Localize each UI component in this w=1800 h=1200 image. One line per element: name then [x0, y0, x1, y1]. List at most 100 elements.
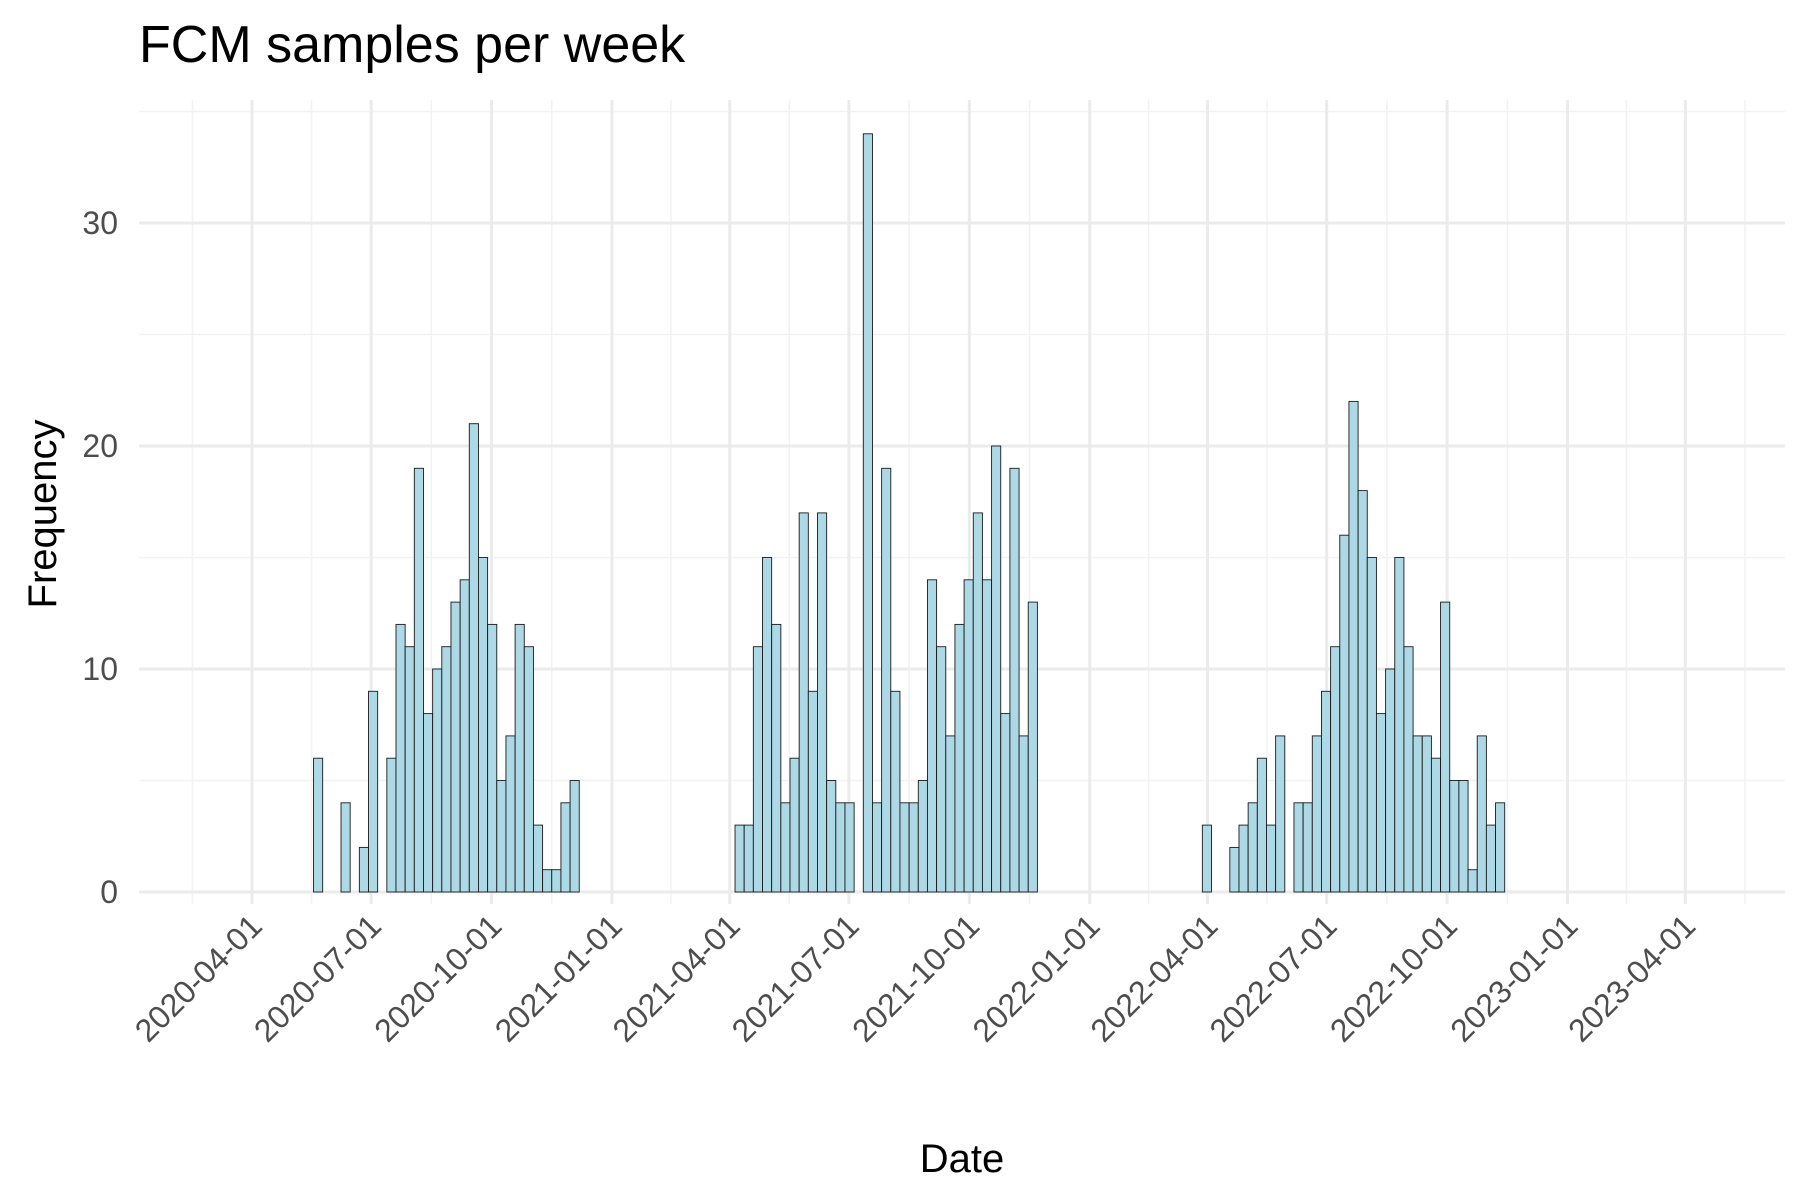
histogram-bar: [358, 846, 369, 893]
x-tick-label: 2021-07-01: [725, 907, 866, 1048]
histogram-bar: [404, 646, 415, 893]
histogram-bar: [1000, 713, 1011, 893]
histogram-bar: [963, 579, 974, 893]
histogram-bar: [1330, 646, 1341, 893]
histogram-bar: [1266, 824, 1277, 893]
x-tick-label: 2023-01-01: [1443, 907, 1584, 1048]
histogram-bar: [487, 623, 498, 893]
histogram-bar: [1348, 400, 1359, 893]
histogram-bar: [945, 735, 956, 893]
histogram-bar: [1366, 557, 1377, 893]
histogram-bar: [890, 690, 901, 893]
histogram-bar: [1311, 735, 1322, 893]
x-tick-label: 2021-01-01: [488, 907, 629, 1048]
x-tick-label: 2022-01-01: [966, 907, 1107, 1048]
histogram-bar: [752, 646, 763, 893]
histogram-bar: [413, 467, 424, 893]
histogram-bar: [1403, 646, 1414, 893]
histogram-bar: [991, 445, 1002, 893]
histogram-bar: [881, 467, 892, 893]
histogram-bar: [798, 512, 809, 893]
histogram-bar: [560, 802, 571, 893]
histogram-bar: [1018, 735, 1029, 893]
bars: [313, 133, 1506, 893]
histogram-bar: [450, 601, 461, 893]
histogram-bar: [532, 824, 544, 893]
histogram-bar: [1009, 467, 1020, 893]
histogram-bar: [1385, 668, 1396, 893]
histogram-bar: [1458, 780, 1469, 893]
histogram-bar: [817, 512, 828, 893]
histogram-bar: [1476, 735, 1487, 893]
histogram-bar: [872, 802, 883, 893]
x-tick-label: 2023-04-01: [1561, 907, 1702, 1048]
x-axis-ticks: 2020-04-012020-07-012020-10-012021-01-01…: [128, 907, 1703, 1048]
histogram-bar: [1256, 757, 1267, 893]
y-tick-label: 10: [82, 651, 118, 687]
histogram-bar: [340, 802, 351, 893]
histogram-bar: [807, 690, 818, 893]
x-tick-label: 2022-04-01: [1083, 907, 1224, 1048]
histogram-bar: [1375, 713, 1387, 893]
histogram-bar: [432, 668, 443, 893]
histogram-bar: [844, 802, 855, 893]
histogram-bar: [468, 423, 479, 893]
histogram-bar: [917, 780, 928, 893]
x-tick-label: 2022-10-01: [1323, 907, 1464, 1048]
histogram-bar: [899, 802, 910, 893]
histogram-bar: [496, 780, 507, 893]
x-tick-label: 2020-07-01: [247, 907, 388, 1048]
histogram-bar: [743, 824, 754, 893]
histogram-bar: [1027, 601, 1038, 893]
histogram-bar: [1302, 802, 1313, 893]
histogram-bar: [523, 646, 534, 893]
histogram-bar: [734, 824, 745, 893]
histogram-bar: [1495, 802, 1506, 893]
histogram-bar: [368, 690, 379, 893]
y-tick-label: 0: [100, 874, 118, 910]
x-tick-label: 2022-07-01: [1202, 907, 1343, 1048]
histogram-bar: [1339, 534, 1350, 893]
histogram-bar: [505, 735, 516, 893]
histogram-bar: [1321, 690, 1332, 893]
chart-title: FCM samples per week: [139, 16, 686, 74]
y-tick-label: 20: [82, 428, 118, 464]
histogram-bar: [789, 757, 800, 893]
x-tick-label: 2020-04-01: [128, 907, 269, 1048]
histogram-bar: [1467, 869, 1478, 893]
histogram-bar: [478, 557, 489, 893]
histogram-bar: [780, 802, 791, 893]
histogram-bar: [551, 869, 562, 893]
x-tick-label: 2021-10-01: [845, 907, 986, 1048]
y-axis-title: Frequency: [21, 420, 65, 609]
histogram-bar: [954, 623, 965, 893]
histogram-bar: [862, 133, 873, 893]
y-axis-ticks: 0 10 20 30: [82, 205, 118, 910]
histogram-bar: [569, 780, 580, 893]
histogram-bar: [1485, 824, 1496, 893]
histogram-bar: [1229, 846, 1240, 893]
histogram-bar: [441, 646, 452, 893]
histogram-bar: [395, 623, 406, 893]
histogram-bar: [1440, 601, 1451, 893]
histogram-bar: [1394, 557, 1405, 893]
histogram-bar: [514, 623, 525, 893]
y-tick-label: 30: [82, 205, 118, 241]
histogram-bar: [1449, 780, 1460, 893]
histogram-bar: [981, 579, 993, 893]
histogram-bar: [762, 557, 773, 893]
histogram-bar: [926, 579, 938, 893]
histogram-bar: [386, 757, 397, 893]
histogram-bar: [835, 802, 846, 893]
x-tick-label: 2020-10-01: [367, 907, 508, 1048]
histogram-bar: [1357, 490, 1368, 893]
histogram-bar: [936, 646, 947, 893]
histogram-bar: [1201, 824, 1212, 893]
histogram-bar: [771, 623, 782, 893]
histogram-bar: [1275, 735, 1286, 893]
histogram-bar: [313, 757, 324, 893]
histogram-bar: [1247, 802, 1258, 893]
histogram-bar: [542, 869, 553, 893]
x-axis-title: Date: [920, 1137, 1005, 1181]
